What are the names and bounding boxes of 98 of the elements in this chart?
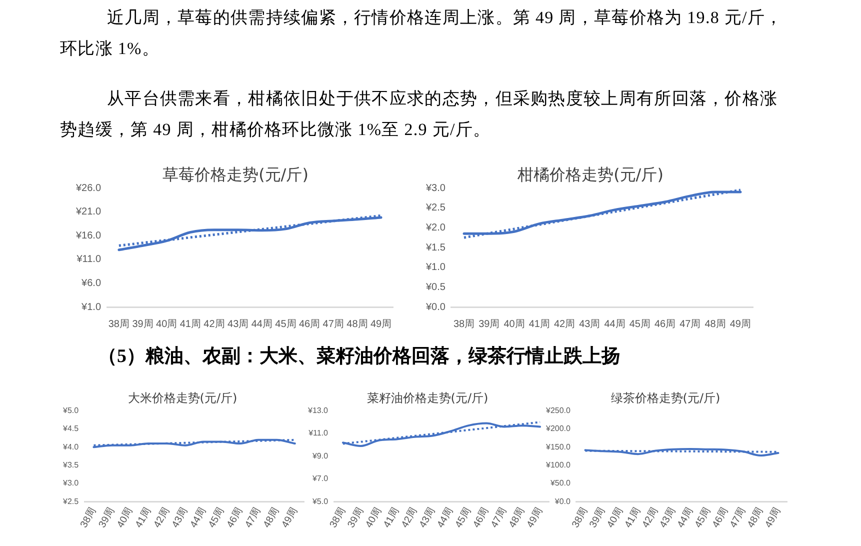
x-tick-label: 48周: [262, 506, 282, 530]
y-tick-label: ¥100.0: [545, 460, 572, 470]
x-tick-label: 45周: [275, 318, 296, 330]
x-tick-label: 47周: [680, 318, 701, 330]
y-tick-label: ¥5.0: [311, 496, 329, 506]
x-tick-label: 47周: [243, 506, 264, 530]
x-tick-label: 48周: [704, 318, 726, 330]
x-tick-label: 43周: [418, 506, 438, 530]
x-tick-label: 46周: [710, 506, 731, 530]
x-tick-label: 49周: [730, 318, 751, 330]
x-tick-label: 47周: [728, 506, 748, 530]
y-tick-label: ¥2.5: [62, 496, 80, 506]
x-tick-label: 40周: [504, 318, 525, 330]
x-tick-label: 47周: [489, 506, 510, 530]
y-tick-label: ¥4.0: [62, 442, 80, 452]
x-tick-label: 42周: [152, 506, 172, 530]
text: （5）粮油、农副：大米、菜籽油价格回落，绿茶行情止跌上扬: [98, 344, 622, 369]
x-tick-label: 40周: [605, 506, 626, 530]
x-tick-label: 38周: [570, 506, 590, 530]
y-tick-label: ¥6.0: [80, 278, 102, 289]
y-tick-label: ¥5.0: [62, 406, 80, 416]
chart-title: 草莓价格走势(元/斤): [162, 165, 308, 184]
x-tick-label: 45周: [206, 506, 227, 530]
y-tick-label: ¥9.0: [311, 451, 329, 460]
x-tick-label: 39周: [132, 318, 154, 330]
x-tick-label: 38周: [328, 506, 348, 530]
chart-title: 菜籽油价格走势(元/斤): [366, 390, 490, 407]
x-tick-label: 40周: [156, 318, 178, 330]
y-tick-label: ¥7.0: [311, 474, 329, 484]
x-tick-label: 42周: [640, 506, 660, 530]
x-tick-label: 42周: [400, 506, 420, 530]
text: 近几周，草莓的供需持续偏紧，行情价格连周上涨。第 49 周，草莓价格为 19.8 元/斤，环比涨 1%。: [60, 7, 784, 60]
y-tick-label: ¥1.0: [424, 262, 446, 274]
x-tick-label: 41周: [622, 506, 643, 530]
x-tick-label: 46周: [471, 506, 492, 530]
x-tick-label: 39周: [346, 506, 366, 530]
x-tick-label: 42周: [204, 318, 225, 330]
y-tick-label: ¥150.0: [545, 442, 572, 452]
y-tick-label: ¥250.0: [545, 406, 572, 416]
x-tick-label: 49周: [370, 318, 392, 330]
x-tick-label: 48周: [346, 318, 368, 330]
x-tick-label: 47周: [322, 318, 344, 330]
x-tick-label: 38周: [453, 318, 475, 330]
x-tick-label: 40周: [115, 506, 136, 530]
x-tick-label: 44周: [188, 506, 208, 530]
x-tick-label: 39周: [478, 318, 500, 330]
x-tick-label: 41周: [528, 318, 550, 330]
x-tick-label: 39周: [97, 506, 117, 530]
y-tick-label: ¥0.0: [554, 496, 572, 506]
y-tick-label: ¥1.0: [80, 302, 102, 313]
y-tick-label: ¥3.5: [62, 460, 80, 470]
x-tick-label: 44周: [604, 318, 626, 330]
x-tick-label: 39周: [588, 506, 608, 530]
x-tick-label: 45周: [629, 318, 650, 330]
x-tick-label: 49周: [280, 506, 300, 530]
y-tick-label: ¥21.0: [74, 206, 102, 218]
y-tick-label: ¥4.5: [62, 424, 80, 434]
x-tick-label: 45周: [693, 506, 714, 530]
x-tick-label: 48周: [507, 506, 528, 530]
x-tick-label: 49周: [763, 506, 784, 530]
x-tick-label: 43周: [579, 318, 600, 330]
y-tick-label: ¥200.0: [545, 424, 572, 434]
x-tick-label: 40周: [364, 506, 384, 530]
x-tick-label: 44周: [251, 318, 272, 330]
x-tick-label: 46周: [654, 318, 676, 330]
text: 从平台供需来看，柑橘依旧处于供不应求的态势，但采购热度较上周有所回落，价格涨势趋缓，第 49 周，柑橘价格环比微涨 1%至 2.9 元/斤。: [60, 88, 779, 141]
x-tick-label: 43周: [228, 318, 249, 330]
x-tick-label: 46周: [225, 506, 245, 530]
x-tick-label: 46周: [298, 318, 320, 330]
chart-title: 柑橘价格走势(元/斤): [518, 165, 664, 184]
y-tick-label: ¥16.0: [74, 230, 102, 242]
y-tick-label: ¥50.0: [549, 478, 572, 488]
x-tick-label: 43周: [658, 506, 678, 530]
x-tick-label: 43周: [170, 506, 190, 530]
y-tick-label: ¥3.0: [62, 478, 80, 488]
x-tick-label: 41周: [382, 506, 402, 530]
y-tick-label: ¥13.0: [306, 406, 329, 416]
x-tick-label: 41周: [180, 318, 201, 330]
x-tick-label: 38周: [78, 506, 99, 530]
y-tick-label: ¥1.5: [424, 242, 446, 254]
y-tick-label: ¥0.5: [424, 282, 446, 293]
x-tick-label: 49周: [525, 506, 546, 530]
x-tick-label: 45周: [453, 506, 474, 530]
y-tick-label: ¥2.0: [424, 222, 446, 234]
x-tick-label: 44周: [676, 506, 696, 530]
chart-title: 大米价格走势(元/斤): [126, 390, 238, 407]
x-tick-label: 48周: [746, 506, 766, 530]
y-tick-label: ¥26.0: [74, 182, 102, 194]
x-tick-label: 44周: [435, 506, 456, 530]
x-tick-label: 38周: [108, 318, 130, 330]
x-tick-label: 41周: [134, 506, 154, 530]
y-tick-label: ¥2.5: [424, 202, 446, 214]
x-tick-label: 42周: [554, 318, 576, 330]
chart-title: 绿茶价格走势(元/斤): [610, 390, 722, 407]
y-tick-label: ¥0.0: [424, 302, 446, 313]
y-tick-label: ¥11.0: [308, 428, 329, 438]
y-tick-label: ¥3.0: [424, 182, 446, 194]
y-tick-label: ¥11.0: [76, 254, 102, 266]
